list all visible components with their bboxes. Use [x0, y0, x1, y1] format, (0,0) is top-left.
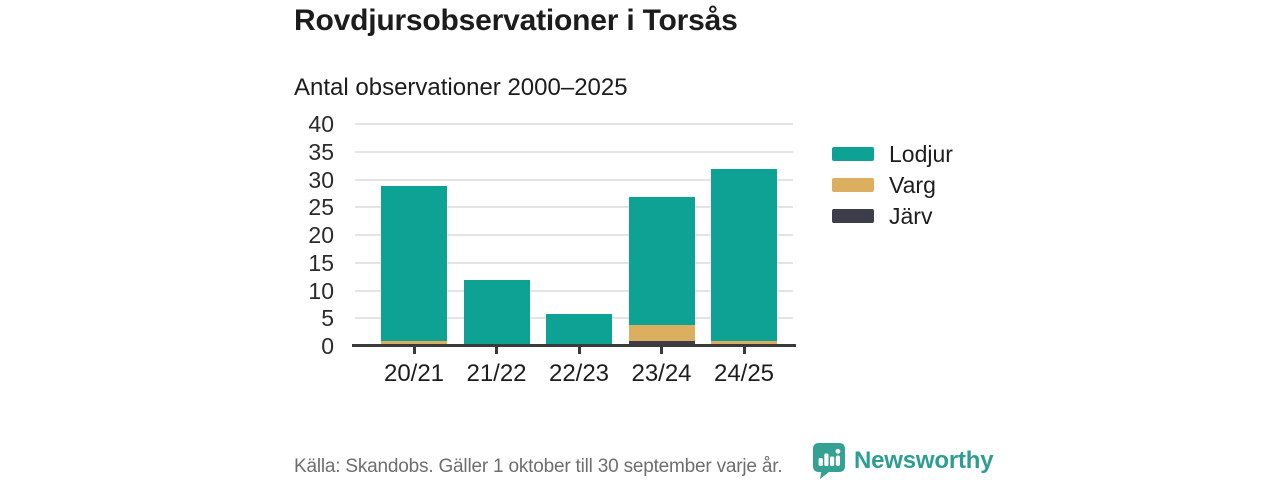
- bar-24-25: [711, 169, 777, 347]
- legend-label: Järv: [889, 202, 933, 229]
- gridline-30: [355, 178, 793, 181]
- gridline-25: [355, 206, 793, 209]
- legend-swatch-jarv: [832, 209, 874, 223]
- y-tick-label: 5: [321, 305, 334, 332]
- y-tick-label: 30: [308, 166, 334, 193]
- y-tick-label: 15: [308, 249, 334, 276]
- legend-swatch-lodjur: [832, 147, 874, 161]
- gridline-35: [355, 150, 793, 153]
- y-tick-label: 0: [321, 333, 334, 359]
- legend: Lodjur Varg Järv: [832, 140, 953, 235]
- bar-21-22: [463, 280, 530, 347]
- bar-segment-lodjur: [628, 197, 695, 325]
- gridline-20: [355, 234, 793, 236]
- legend-swatch-varg: [832, 178, 874, 192]
- bar-22-23: [546, 313, 612, 347]
- y-tick-label: 40: [308, 111, 334, 137]
- legend-item-varg: Varg: [832, 171, 953, 198]
- gridline-15: [355, 261, 793, 264]
- bar-segment-lodjur: [711, 169, 777, 342]
- newsworthy-logo-icon: [813, 443, 845, 479]
- x-tick: [660, 347, 663, 354]
- x-axis-line: [352, 344, 796, 347]
- chart-subtitle: Antal observationer 2000–2025: [294, 74, 628, 101]
- y-tick-label: 35: [308, 138, 334, 165]
- bar-20-21: [381, 186, 447, 347]
- bar-segment-lodjur: [463, 280, 530, 347]
- x-axis-labels: 20/21 21/22 22/23 23/24 24/25: [355, 347, 793, 397]
- plot-area: [352, 123, 796, 347]
- y-tick-label: 20: [308, 222, 334, 248]
- x-tick-label: 22/23: [548, 360, 610, 387]
- legend-label: Varg: [889, 171, 936, 198]
- x-tick-label: 24/25: [713, 360, 775, 387]
- y-tick-label: 25: [308, 194, 334, 221]
- bar-segment-lodjur: [546, 313, 612, 347]
- brand-name: Newsworthy: [854, 447, 994, 474]
- y-axis-labels: 0 5 10 15 20 25 30 35 40: [234, 111, 344, 359]
- legend-item-jarv: Järv: [832, 202, 953, 229]
- chart-title: Rovdjursobservationer i Torsås: [294, 4, 738, 37]
- x-tick: [577, 347, 581, 354]
- x-tick-label: 20/21: [383, 360, 445, 387]
- x-tick-label: 23/24: [631, 360, 692, 387]
- brand-lockup: Newsworthy: [812, 443, 994, 479]
- gridline-40: [355, 123, 793, 125]
- x-tick: [742, 347, 746, 354]
- bar-segment-varg: [628, 324, 695, 342]
- x-tick-label: 21/22: [466, 360, 527, 387]
- bar-23-24: [628, 197, 695, 347]
- bar-segment-lodjur: [381, 186, 447, 342]
- legend-item-lodjur: Lodjur: [832, 140, 953, 167]
- source-note: Källa: Skandobs. Gäller 1 oktober till 3…: [294, 456, 783, 477]
- x-tick: [412, 347, 416, 354]
- gridline-10: [355, 289, 793, 292]
- y-tick-label: 10: [308, 277, 334, 304]
- legend-label: Lodjur: [889, 140, 953, 167]
- x-tick: [495, 347, 498, 354]
